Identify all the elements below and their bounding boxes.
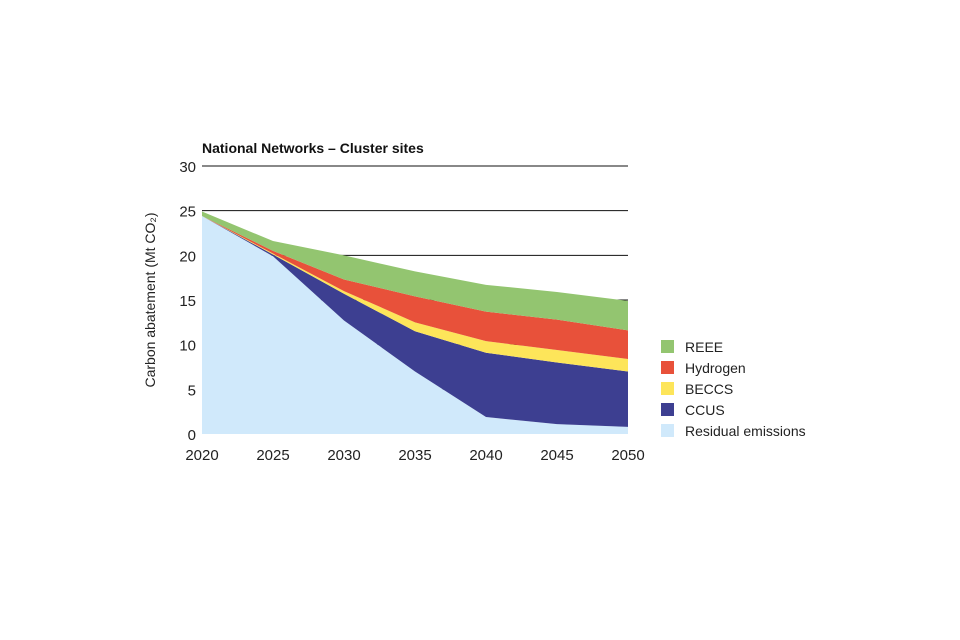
area-ccus bbox=[202, 216, 628, 427]
y-tick-label: 5 bbox=[188, 382, 196, 399]
y-tick-label: 10 bbox=[179, 338, 196, 355]
y-tick-label: 25 bbox=[179, 204, 196, 221]
chart-title: National Networks – Cluster sites bbox=[202, 140, 424, 156]
legend-swatch bbox=[661, 424, 674, 437]
x-tick-label: 2045 bbox=[540, 447, 573, 464]
x-tick-label: 2020 bbox=[185, 447, 218, 464]
x-tick-label: 2025 bbox=[256, 447, 289, 464]
area-reee bbox=[202, 211, 628, 331]
area-hydrogen bbox=[202, 216, 628, 359]
x-tick-label: 2050 bbox=[611, 447, 644, 464]
y-axis-label: Carbon abatement (Mt CO₂) bbox=[142, 212, 158, 387]
x-tick-label: 2040 bbox=[469, 447, 502, 464]
legend-swatch bbox=[661, 361, 674, 374]
legend-swatch bbox=[661, 340, 674, 353]
area-beccs bbox=[202, 216, 628, 372]
y-tick-label: 15 bbox=[179, 293, 196, 310]
legend-swatch bbox=[661, 382, 674, 395]
x-tick-label: 2030 bbox=[327, 447, 360, 464]
legend-label: Hydrogen bbox=[685, 360, 746, 376]
legend-label: CCUS bbox=[685, 402, 725, 418]
y-tick-label: 0 bbox=[188, 427, 196, 444]
legend-label: REEE bbox=[685, 339, 723, 355]
legend-swatch bbox=[661, 403, 674, 416]
x-tick-label: 2035 bbox=[398, 447, 431, 464]
y-tick-label: 20 bbox=[179, 248, 196, 265]
y-tick-label: 30 bbox=[179, 159, 196, 176]
legend-label: Residual emissions bbox=[685, 423, 806, 439]
legend-label: BECCS bbox=[685, 381, 733, 397]
area-residual-emissions bbox=[202, 216, 628, 434]
